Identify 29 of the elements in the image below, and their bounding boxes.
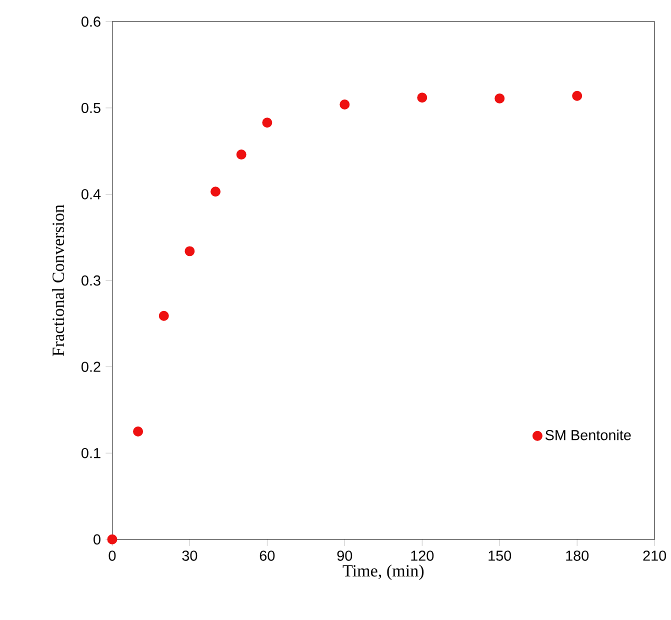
- x-tick-label: 90: [337, 550, 352, 561]
- point: [210, 186, 221, 197]
- point: [107, 534, 118, 544]
- y-tick-label: 0.3: [82, 275, 100, 286]
- y-tick-label: 0: [94, 534, 100, 544]
- point: [572, 90, 582, 101]
- x-axis-title: Time, (min): [342, 564, 424, 580]
- x-tick-label: 150: [488, 550, 512, 561]
- x-tick-label: 60: [260, 550, 275, 561]
- point: [262, 118, 272, 128]
- y-tick-label: 0.2: [82, 362, 100, 372]
- legend-label: SM Bentonite: [545, 430, 631, 440]
- x-tick-label: 120: [411, 550, 434, 561]
- point: [417, 92, 428, 103]
- y-axis-title: Fractional Conversion: [52, 204, 64, 356]
- point: [236, 150, 246, 160]
- point: [494, 93, 505, 104]
- point: [158, 310, 169, 321]
- y-tick-label: 0.6: [82, 16, 100, 27]
- x-tick-label: 0: [108, 550, 116, 561]
- x-tick-label: 30: [182, 550, 198, 561]
- point: [184, 246, 195, 256]
- x-tick-label: 210: [643, 550, 666, 561]
- y-tick-label: 0.4: [82, 189, 101, 200]
- point: [340, 99, 350, 110]
- x-tick-label: 180: [566, 550, 589, 561]
- y-tick-label: 0.1: [82, 448, 100, 458]
- point: [133, 426, 144, 436]
- y-tick-label: 0.5: [82, 102, 100, 114]
